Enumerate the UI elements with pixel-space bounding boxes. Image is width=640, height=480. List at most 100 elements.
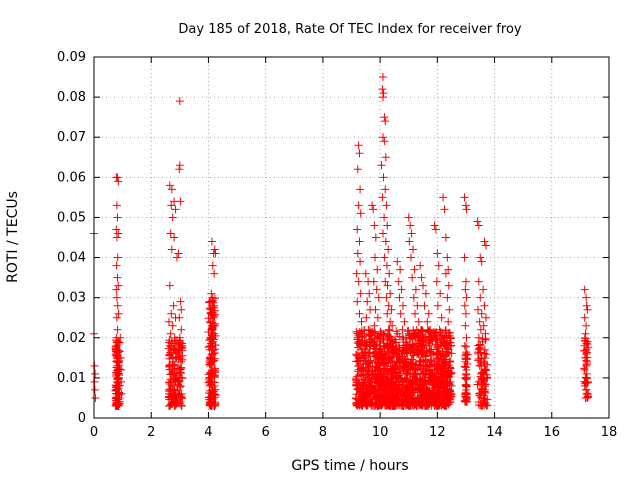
data-point: [430, 381, 439, 390]
data-point: [174, 376, 183, 385]
chart-title: Day 185 of 2018, Rate Of TEC Index for r…: [178, 22, 522, 37]
data-point: [379, 89, 388, 98]
data-point: [362, 341, 371, 350]
data-point: [367, 398, 376, 407]
data-point: [474, 341, 483, 350]
data-point: [446, 364, 455, 373]
data-point: [112, 285, 121, 294]
data-point: [405, 237, 414, 246]
data-point: [418, 334, 427, 343]
data-point: [112, 399, 121, 408]
data-point: [445, 328, 454, 337]
data-points: [90, 73, 593, 410]
data-point: [441, 233, 450, 242]
data-point: [404, 387, 413, 396]
data-point: [388, 321, 397, 330]
data-point: [372, 345, 381, 354]
data-point: [171, 345, 180, 354]
data-point: [433, 301, 442, 310]
data-point: [90, 361, 99, 370]
data-point: [461, 363, 470, 372]
data-point: [427, 392, 436, 401]
data-point: [361, 372, 370, 381]
data-point: [396, 265, 405, 274]
data-point: [418, 387, 427, 396]
data-point: [474, 356, 483, 365]
data-point: [391, 401, 400, 410]
data-point: [166, 375, 175, 384]
data-point: [582, 356, 591, 365]
data-point: [441, 326, 450, 335]
grid-lines: [94, 57, 609, 418]
data-point: [383, 381, 392, 390]
data-point: [356, 185, 365, 194]
data-point: [176, 297, 185, 306]
data-point: [364, 364, 373, 373]
data-point: [369, 205, 378, 214]
data-point: [382, 293, 391, 302]
data-point: [447, 341, 456, 350]
data-point: [444, 349, 453, 358]
data-point: [175, 161, 184, 170]
data-point: [477, 257, 486, 266]
data-point: [419, 281, 428, 290]
data-point: [352, 327, 361, 336]
data-point: [165, 354, 174, 363]
data-point: [386, 289, 395, 298]
x-tick-label: 6: [262, 425, 270, 440]
data-point: [474, 348, 483, 357]
data-point: [443, 253, 452, 262]
data-point: [437, 395, 446, 404]
data-point: [405, 344, 414, 353]
data-point: [395, 293, 404, 302]
x-tick-label: 4: [204, 425, 212, 440]
data-point: [380, 113, 389, 122]
x-tick-label: 18: [601, 425, 618, 440]
data-point: [377, 161, 386, 170]
data-point: [462, 205, 471, 214]
data-point: [399, 366, 408, 375]
data-point: [176, 368, 185, 377]
data-point: [361, 382, 370, 391]
x-axis-label: GPS time / hours: [291, 458, 408, 474]
x-tick-label: 12: [429, 425, 446, 440]
data-point: [418, 375, 427, 384]
y-tick-label: 0.08: [57, 90, 86, 105]
data-point: [433, 249, 442, 258]
data-point: [583, 305, 592, 314]
data-point: [436, 351, 445, 360]
data-point: [462, 382, 471, 391]
data-point: [377, 393, 386, 402]
y-tick-label: 0.03: [57, 291, 86, 306]
data-point: [384, 370, 393, 379]
data-point: [386, 362, 395, 371]
data-point: [475, 344, 484, 353]
data-point: [165, 379, 174, 388]
data-point: [383, 281, 392, 290]
data-point: [358, 393, 367, 402]
data-point: [370, 327, 379, 336]
data-point: [114, 229, 123, 238]
data-point: [412, 401, 421, 410]
data-point: [430, 221, 439, 230]
data-point: [475, 389, 484, 398]
data-point: [377, 329, 386, 338]
data-point: [421, 370, 430, 379]
data-point: [406, 221, 415, 230]
data-point: [443, 293, 452, 302]
y-tick-labels: 0 0.01 0.02 0.03 0.04 0.05 0.06 0.07 0.08 0.09: [57, 50, 86, 426]
data-point: [447, 369, 456, 378]
data-point: [413, 301, 422, 310]
data-point: [394, 277, 403, 286]
data-point: [378, 350, 387, 359]
data-point: [363, 297, 372, 306]
data-point: [111, 386, 120, 395]
data-point: [112, 356, 121, 365]
data-point: [353, 297, 362, 306]
data-point: [208, 325, 217, 334]
data-point: [112, 336, 121, 345]
data-point: [112, 383, 121, 392]
data-point: [171, 205, 180, 214]
data-point: [461, 321, 470, 330]
data-point: [210, 385, 219, 394]
